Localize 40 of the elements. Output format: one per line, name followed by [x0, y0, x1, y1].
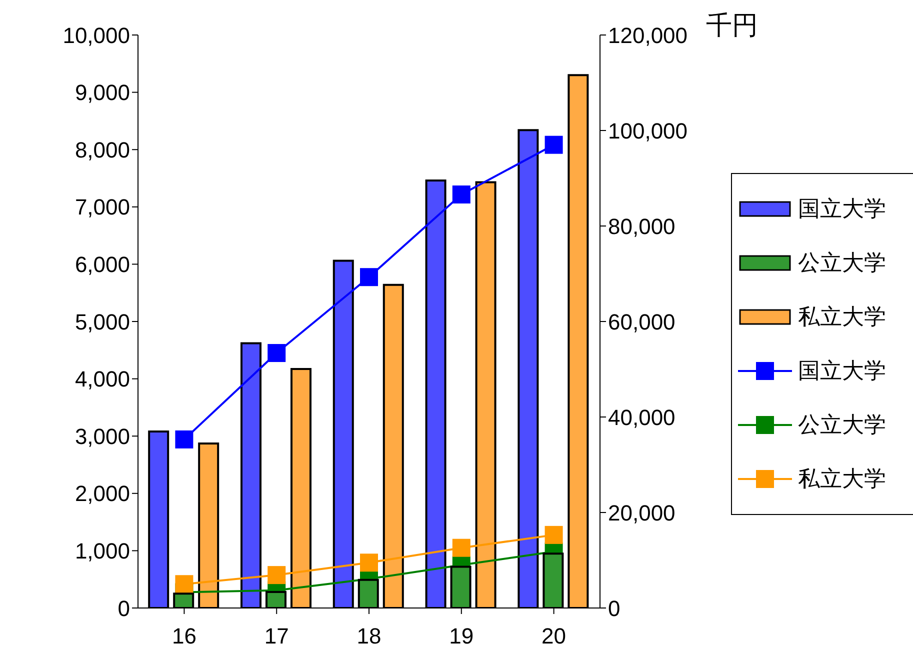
- point: [544, 136, 563, 154]
- y2-tick-label: 100,000: [608, 118, 688, 144]
- legend-label: 公立大学: [798, 250, 886, 278]
- y2-axis-title: 千円: [706, 10, 758, 43]
- point: [175, 575, 194, 594]
- legend-label: 私立大学: [798, 466, 886, 494]
- point: [175, 430, 194, 448]
- y2-tick-label: 120,000: [608, 22, 688, 48]
- x-tick-label: 16: [172, 624, 196, 649]
- y-tick-label: 8,000: [74, 137, 130, 162]
- point: [268, 566, 286, 584]
- point: [452, 185, 470, 204]
- point: [360, 554, 378, 572]
- point: [544, 526, 563, 544]
- y-tick-label: 6,000: [74, 252, 130, 278]
- y2-tick-label: 80,000: [608, 214, 676, 239]
- x-tick-label: 20: [542, 624, 566, 649]
- legend-label: 私立大学: [798, 304, 886, 332]
- legend-label: 国立大学: [798, 358, 886, 386]
- legend-label: 公立大学: [798, 412, 886, 440]
- y-tick-label: 10,000: [62, 22, 130, 48]
- y-tick-label: 0: [118, 596, 130, 621]
- x-tick-label: 18: [356, 624, 382, 649]
- point: [360, 268, 378, 286]
- y-tick-label: 9,000: [74, 80, 130, 106]
- y2-tick-label: 60,000: [608, 309, 676, 334]
- y-tick-label: 3,000: [74, 424, 130, 449]
- point: [452, 538, 470, 557]
- y2-tick-label: 0: [608, 596, 620, 621]
- x-tick-label: 19: [449, 624, 474, 649]
- y2-tick-label: 40,000: [608, 404, 676, 430]
- y-tick-label: 4,000: [74, 366, 130, 392]
- y-tick-label: 2,000: [74, 481, 130, 506]
- legend-label: 国立大学: [798, 196, 886, 224]
- point: [268, 344, 286, 362]
- y-tick-label: 5,000: [74, 309, 130, 334]
- y-tick-label: 1,000: [74, 538, 130, 564]
- y2-tick-label: 20,000: [608, 500, 676, 526]
- y-tick-label: 7,000: [74, 194, 130, 220]
- x-tick-label: 17: [264, 624, 289, 649]
